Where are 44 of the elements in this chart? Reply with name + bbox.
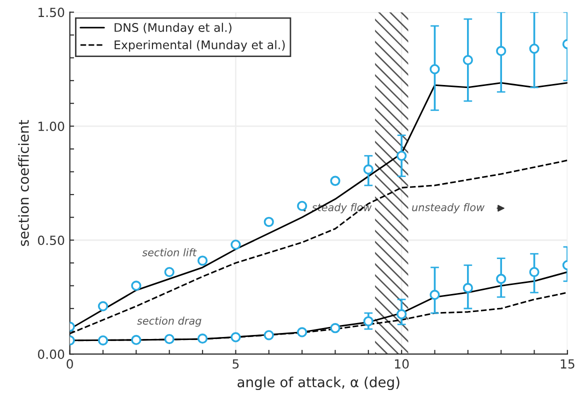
x-axis-title: angle of attack, α (deg) xyxy=(238,376,400,390)
legend-label: DNS (Munday et al.) xyxy=(114,22,232,34)
point xyxy=(529,266,540,278)
point xyxy=(396,150,407,161)
point xyxy=(296,200,308,212)
point xyxy=(230,240,241,250)
annotation: section lift xyxy=(142,248,197,256)
x-tick-label: 5 xyxy=(232,359,239,369)
point xyxy=(230,332,241,342)
point xyxy=(330,176,340,186)
x-tick-label: 0 xyxy=(66,359,73,369)
point xyxy=(164,334,174,344)
x-tick-label: 15 xyxy=(560,359,574,369)
point xyxy=(529,44,540,54)
point xyxy=(197,256,208,266)
point xyxy=(496,274,506,284)
y-axis-title: section coefficient xyxy=(18,120,29,246)
point xyxy=(197,334,208,344)
annotation: section drag xyxy=(137,316,202,327)
point xyxy=(363,316,374,326)
y-tick-label: 0.00 xyxy=(38,350,64,360)
point xyxy=(131,334,142,346)
point xyxy=(264,330,274,340)
point xyxy=(396,309,407,320)
y-tick-label: 0.50 xyxy=(38,236,64,246)
point xyxy=(264,216,274,227)
point xyxy=(363,164,374,175)
point xyxy=(462,282,473,294)
y-tick-label: 1.00 xyxy=(38,122,64,132)
line-series xyxy=(70,160,568,334)
legend-label: Experimental (Munday et al.) xyxy=(114,40,285,52)
point xyxy=(430,64,440,74)
y-tick-label: 1.50 xyxy=(38,8,64,18)
x-tick-label: 10 xyxy=(395,359,409,369)
point xyxy=(330,323,340,334)
point xyxy=(430,290,440,300)
point xyxy=(296,327,308,338)
annotation: unsteady flow xyxy=(412,203,485,214)
point xyxy=(131,280,142,291)
point xyxy=(98,335,108,346)
point xyxy=(462,55,473,66)
point xyxy=(496,46,506,56)
point xyxy=(98,301,108,312)
point xyxy=(164,266,174,278)
